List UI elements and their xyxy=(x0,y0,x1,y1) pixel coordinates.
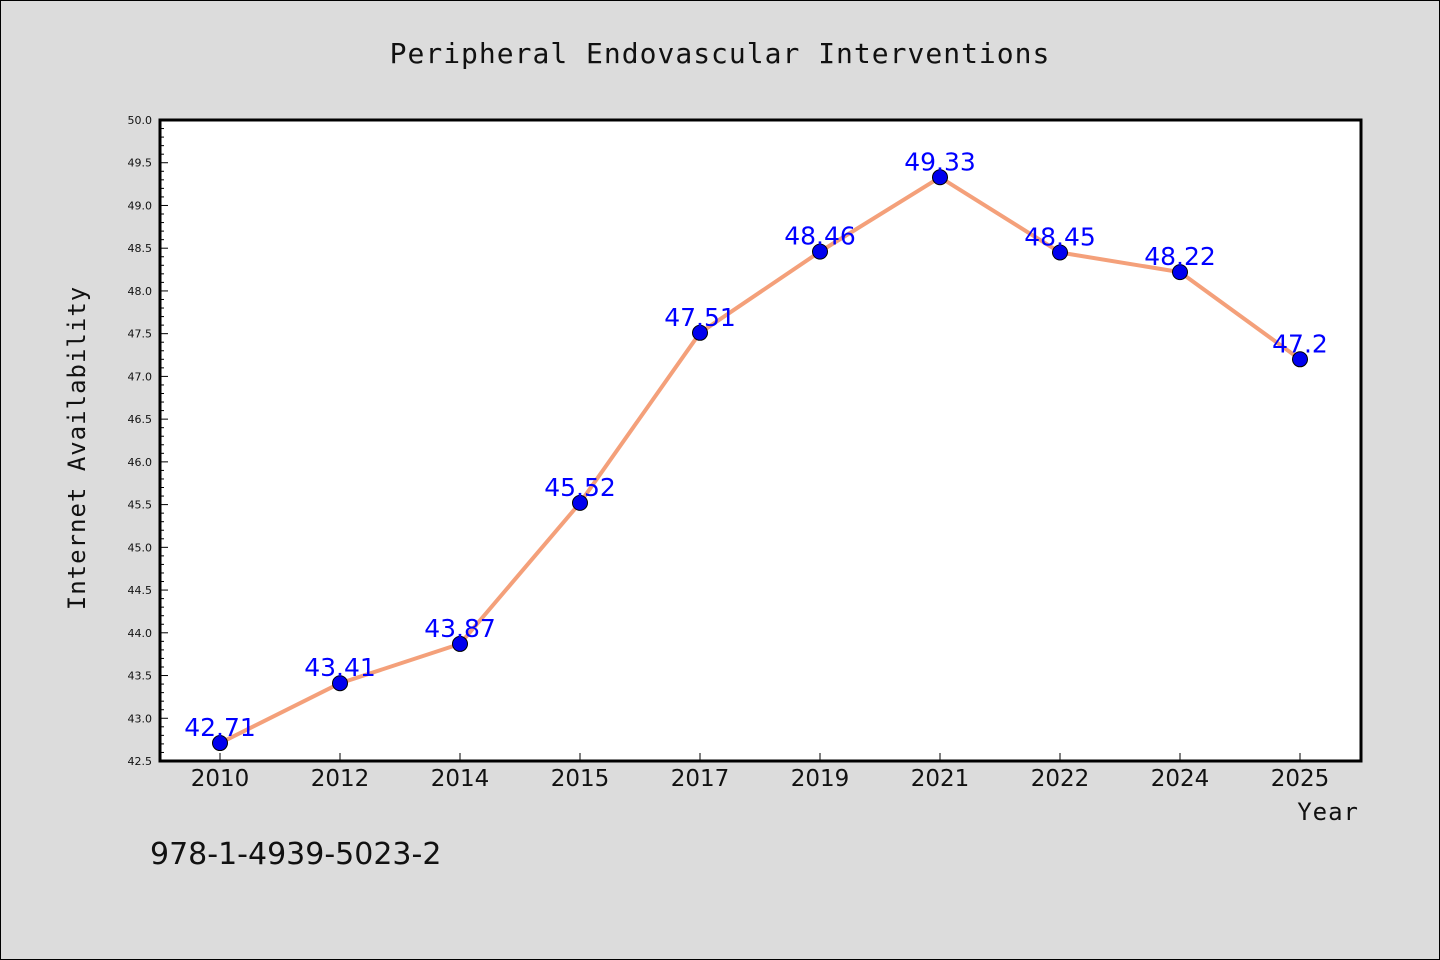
y-tick-label: 45.5 xyxy=(128,499,153,512)
x-tick-label: 2015 xyxy=(551,766,610,792)
series-line-path xyxy=(218,175,1302,746)
data-label: 43.87 xyxy=(424,614,496,643)
y-tick-label: 47.0 xyxy=(128,370,153,383)
y-axis-label: Internet Availability xyxy=(63,286,91,610)
x-tick-label: 2024 xyxy=(1151,766,1210,792)
x-axis: 2010 2012 2014 2015 2017 2019 2021 2022 2024 2025 xyxy=(191,753,1330,792)
isbn-code: 978-1-4939-5023-2 xyxy=(150,837,441,872)
data-label: 42.71 xyxy=(184,713,256,742)
data-label: 47.2 xyxy=(1272,329,1328,358)
data-label: 45.52 xyxy=(544,473,616,502)
data-point xyxy=(332,675,348,692)
x-tick-label: 2019 xyxy=(791,766,850,792)
data-point xyxy=(452,635,468,652)
data-label: 47.51 xyxy=(664,303,736,332)
y-tick-label: 50.0 xyxy=(128,114,153,127)
y-axis: 42.5 43.0 43.5 44.0 44.5 45.0 45.5 46.0 46.5 47.0… xyxy=(128,114,168,768)
chart-title: Peripheral Endovascular Interventions xyxy=(390,37,1051,70)
y-tick-label: 42.5 xyxy=(128,755,153,768)
y-tick-label: 46.0 xyxy=(128,456,153,469)
data-label: 48.22 xyxy=(1144,242,1216,271)
plot-area xyxy=(158,118,1363,763)
data-point xyxy=(572,494,588,511)
y-tick-label: 49.0 xyxy=(128,199,153,212)
y-tick-label: 44.5 xyxy=(128,584,153,597)
data-markers xyxy=(212,169,1308,752)
x-tick-label: 2017 xyxy=(671,766,730,792)
y-tick-label: 47.5 xyxy=(128,328,153,341)
y-tick-label: 43.0 xyxy=(128,712,153,725)
y-tick-label: 48.0 xyxy=(128,285,153,298)
data-point xyxy=(692,324,708,341)
y-tick-label: 49.5 xyxy=(128,157,153,170)
data-label: 48.45 xyxy=(1024,222,1096,251)
x-tick-label: 2025 xyxy=(1271,766,1330,792)
data-point xyxy=(1172,264,1188,281)
data-label: 43.41 xyxy=(304,653,376,682)
data-point xyxy=(1052,244,1068,261)
x-tick-label: 2021 xyxy=(911,766,970,792)
y-tick-label: 43.5 xyxy=(128,670,153,683)
data-point xyxy=(1292,351,1308,368)
data-point xyxy=(932,169,948,186)
x-tick-label: 2022 xyxy=(1031,766,1090,792)
y-tick-label: 44.0 xyxy=(128,627,153,640)
x-tick-label: 2010 xyxy=(191,766,250,792)
series-line xyxy=(218,175,1302,746)
x-tick-label: 2014 xyxy=(431,766,490,792)
data-label: 48.46 xyxy=(784,222,856,251)
x-tick-label: 2012 xyxy=(311,766,370,792)
data-point xyxy=(812,243,828,260)
x-axis-label: Year xyxy=(1297,798,1359,826)
y-tick-label: 48.5 xyxy=(128,242,153,255)
y-tick-label: 46.5 xyxy=(128,413,153,426)
data-labels: 42.71 43.41 43.87 45.52 47.51 48.46 49.33 48.45… xyxy=(184,147,1328,742)
y-tick-label: 45.0 xyxy=(128,541,153,554)
data-label: 49.33 xyxy=(904,147,976,176)
data-point xyxy=(212,735,228,752)
